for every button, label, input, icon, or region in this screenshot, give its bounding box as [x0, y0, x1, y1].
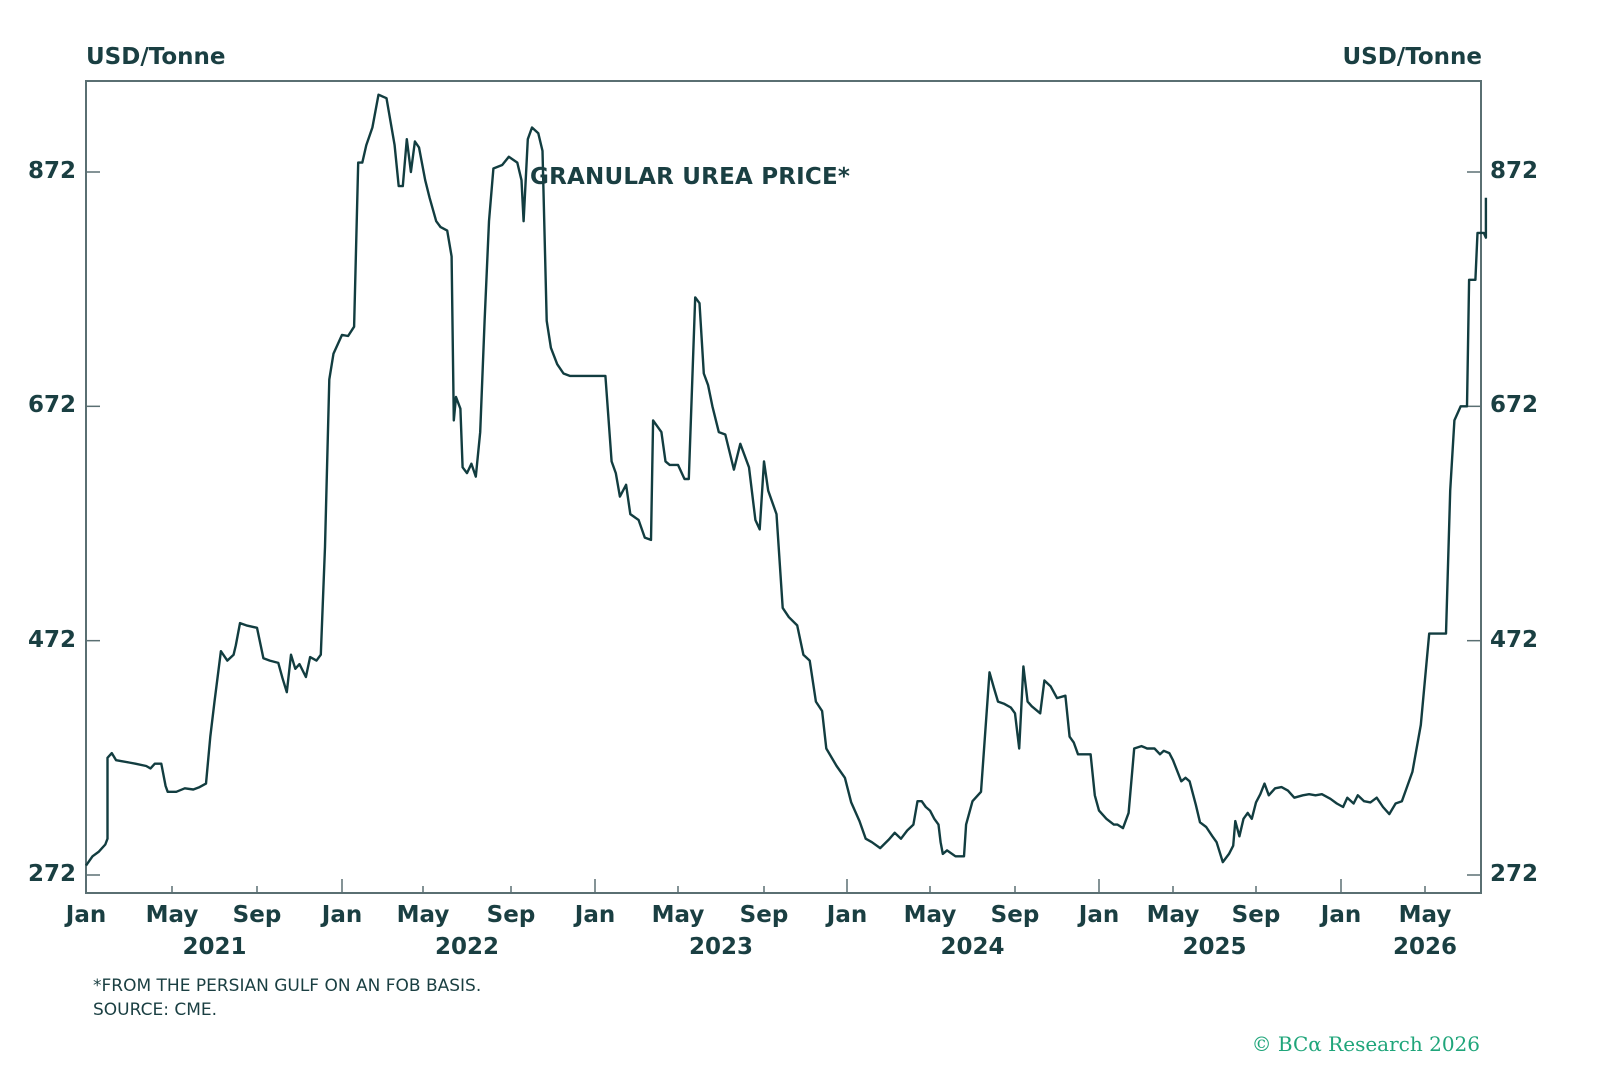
- right-axis-unit: USD/Tonne: [1342, 44, 1482, 70]
- x-tick-label: Jan: [1320, 902, 1362, 928]
- x-axis-ticks: [85, 879, 1426, 893]
- y-tick-label-left: 472: [27, 626, 76, 653]
- x-tick-label: Jan: [65, 902, 107, 928]
- y-tick-label-left: 672: [27, 392, 76, 419]
- x-tick-label: Sep: [1231, 902, 1281, 928]
- x-tick-label: May: [651, 902, 705, 928]
- x-year-label: 2025: [1182, 934, 1247, 960]
- x-tick-label: Jan: [1078, 902, 1120, 928]
- y-tick-label-right: 472: [1490, 626, 1539, 653]
- y-tick-label-left: 272: [27, 861, 76, 887]
- copyright-brand: © BCα Research 2026: [1251, 1032, 1480, 1056]
- urea-price-line: [85, 93, 1488, 867]
- y-tick-label-left: 872: [27, 158, 76, 184]
- x-tick-label: May: [903, 902, 957, 928]
- x-tick-label: Sep: [486, 902, 536, 928]
- x-tick-label: May: [145, 902, 199, 928]
- x-year-label: 2026: [1392, 934, 1458, 960]
- x-year-label: 2021: [182, 934, 247, 960]
- x-tick-label: Sep: [739, 902, 789, 928]
- plot-frame: [85, 80, 1482, 894]
- footnote-note: *FROM THE PERSIAN GULF ON AN FOB BASIS.: [93, 976, 482, 996]
- x-tick-label: May: [1398, 902, 1452, 928]
- x-year-label: 2024: [940, 934, 1005, 960]
- chart-title: GRANULAR UREA PRICE*: [530, 164, 851, 190]
- x-tick-label: Jan: [321, 902, 363, 928]
- footnote: *FROM THE PERSIAN GULF ON AN FOB BASIS. …: [93, 974, 481, 1022]
- x-tick-label: Jan: [826, 902, 868, 928]
- x-tick-label: Sep: [232, 902, 282, 928]
- x-tick-label: May: [396, 902, 450, 928]
- y-tick-label-right: 672: [1490, 392, 1539, 419]
- x-tick-label: Sep: [990, 902, 1040, 928]
- y-axis-ticks: [86, 171, 1481, 876]
- y-tick-label-right: 872: [1490, 158, 1539, 184]
- x-tick-label: Jan: [574, 902, 616, 928]
- x-year-label: 2023: [688, 934, 754, 960]
- left-axis-unit: USD/Tonne: [86, 44, 226, 70]
- x-year-label: 2022: [434, 934, 500, 960]
- x-tick-label: May: [1146, 902, 1200, 928]
- y-tick-label-right: 272: [1490, 861, 1539, 887]
- footnote-source: SOURCE: CME.: [93, 1000, 218, 1020]
